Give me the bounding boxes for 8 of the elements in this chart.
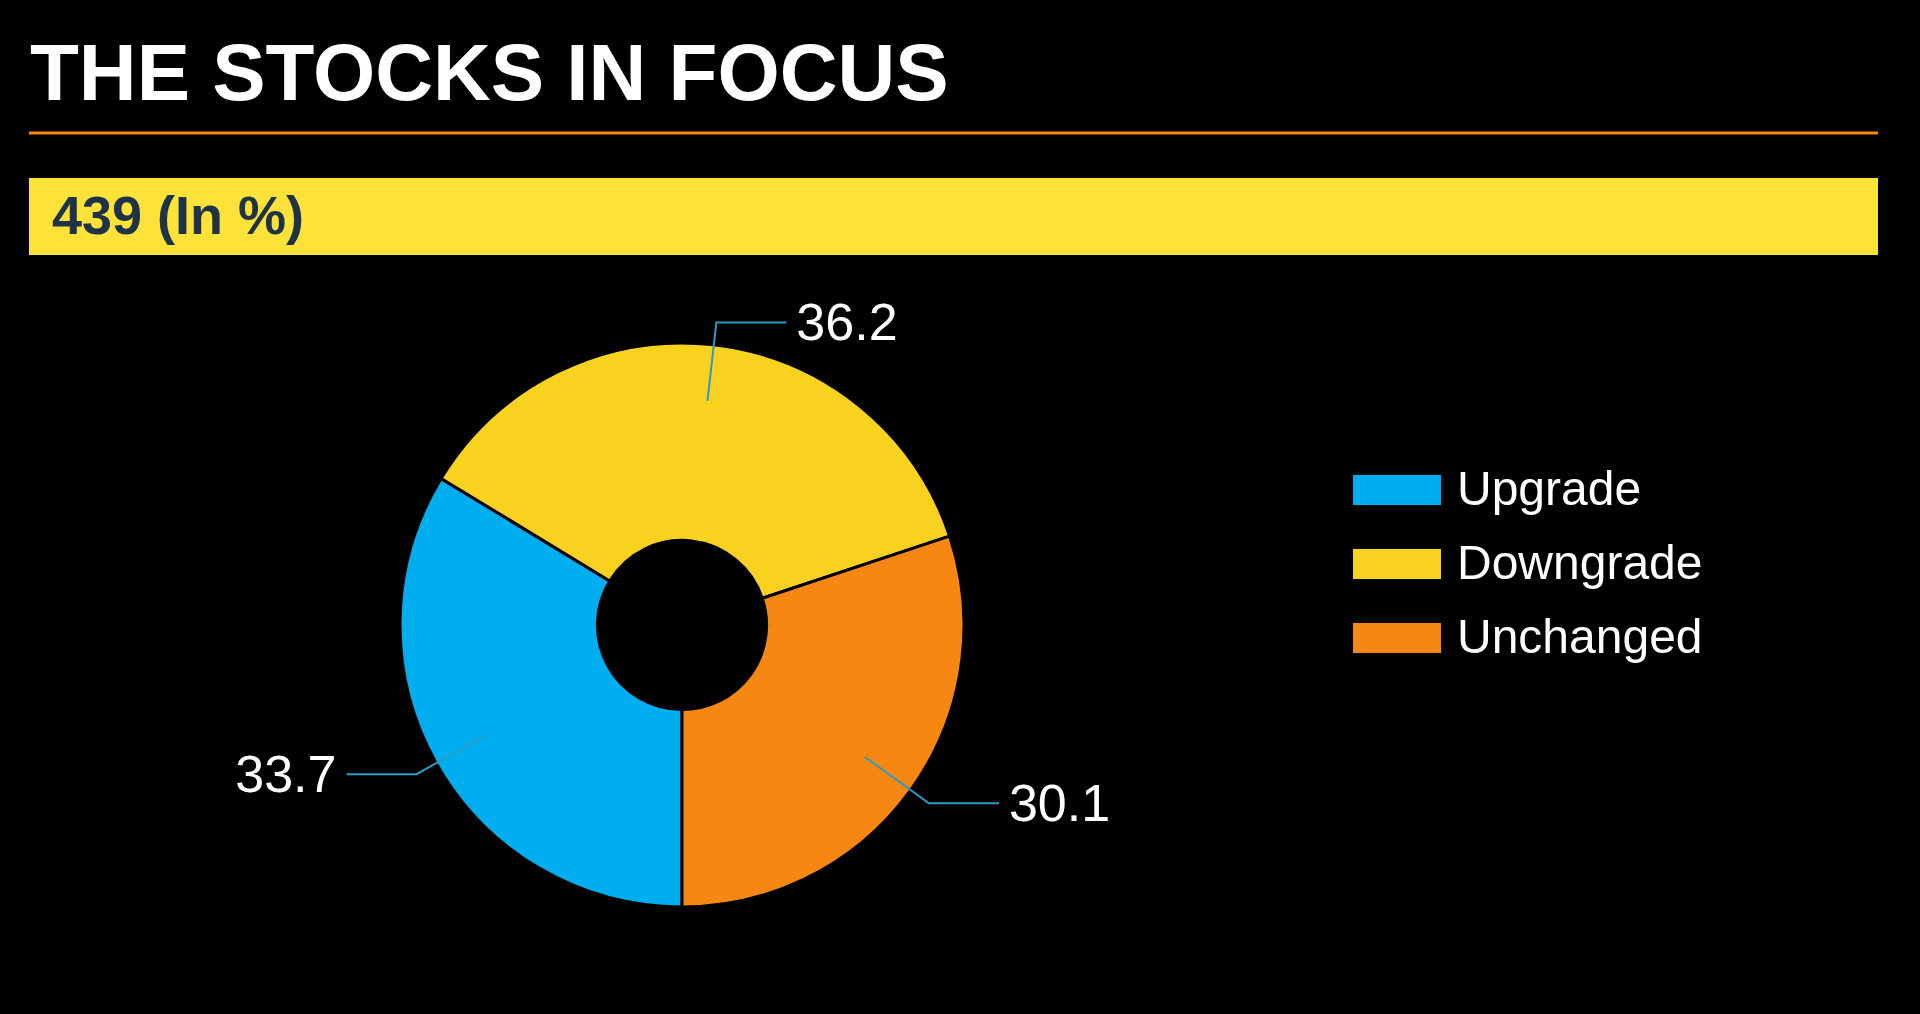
chart-subtitle: 439 (In %) <box>52 185 305 245</box>
data-label: 36.2 <box>796 293 898 352</box>
chart-title: THE STOCKS IN FOCUS <box>30 28 949 117</box>
legend-label: Downgrade <box>1457 536 1703 589</box>
legend-label: Unchanged <box>1457 610 1703 663</box>
legend-label: Upgrade <box>1457 462 1642 515</box>
data-label: 33.7 <box>235 745 337 804</box>
data-label: 30.1 <box>1008 774 1111 833</box>
